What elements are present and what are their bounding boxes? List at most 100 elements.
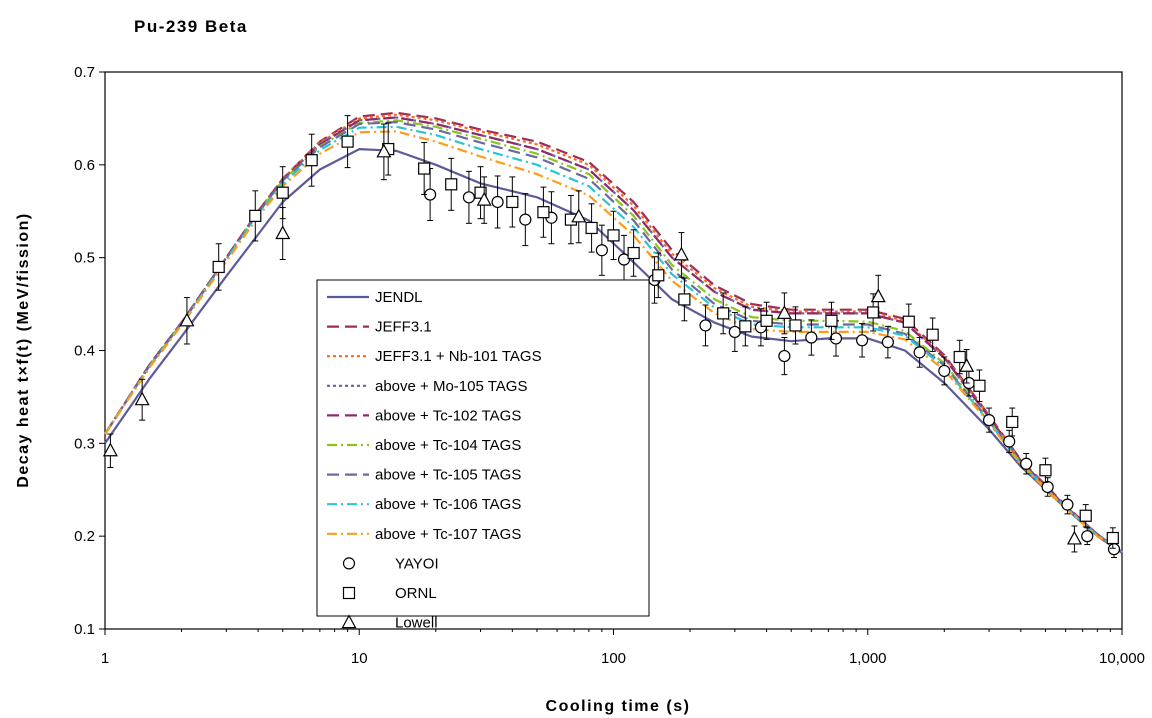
data-point-ornl (717, 307, 730, 320)
data-point-lowell (571, 208, 587, 223)
data-point-yayoi (699, 319, 712, 332)
data-point-ornl (789, 319, 802, 332)
y-tick-label: 0.6 (74, 157, 95, 174)
data-point-yayoi (595, 244, 608, 257)
data-point-ornl (341, 135, 354, 148)
data-point-ornl (973, 379, 986, 392)
data-point-yayoi (778, 349, 791, 363)
data-point-lowell (179, 312, 195, 327)
series-line-8 (104, 130, 1123, 553)
data-point-ornl (825, 314, 838, 327)
legend-marker-9 (342, 557, 356, 570)
data-point-lowell (102, 442, 118, 457)
series-line-5 (104, 119, 1123, 553)
x-tick-label: 1 (101, 650, 109, 667)
data-point-ornl (678, 293, 691, 306)
data-point-lowell (275, 225, 291, 240)
data-point-yayoi (805, 331, 818, 344)
data-point-lowell (776, 305, 792, 319)
data-point-lowell (870, 288, 886, 303)
legend-label-9: YAYOI (395, 555, 439, 572)
data-point-ornl (212, 260, 225, 274)
data-point-yayoi (728, 325, 741, 339)
legend-label-5: above + Tc-104 TAGS (375, 437, 521, 454)
data-point-yayoi (1020, 457, 1033, 470)
data-point-yayoi (519, 213, 532, 226)
data-point-yayoi (855, 334, 869, 347)
data-point-yayoi (1081, 530, 1094, 543)
legend-label-10: ORNL (395, 585, 437, 602)
data-point-ornl (445, 178, 458, 191)
y-tick-label: 0.4 (74, 343, 95, 360)
data-point-yayoi (938, 364, 951, 378)
data-point-yayoi (913, 346, 926, 359)
data-point-yayoi (1041, 480, 1054, 494)
data-point-ornl (506, 195, 519, 209)
legend: JENDL JEFF3.1 JEFF3.1 + Nb-101 TAGS above +… (316, 279, 650, 632)
y-axis-title: Decay heat t×f(t) (MeV/fission) (15, 212, 32, 487)
x-tick-label: 10,000 (1099, 650, 1145, 667)
data-point-lowell (134, 391, 150, 406)
data-point-ornl (1006, 415, 1019, 429)
data-point-lowell (1066, 530, 1082, 545)
data-point-ornl (607, 229, 620, 242)
x-tick-label: 1,000 (849, 650, 887, 667)
legend-label-0: JENDL (375, 289, 423, 306)
data-point-yayoi (829, 332, 843, 345)
data-point-yayoi (462, 191, 476, 204)
legend-marker-11 (341, 614, 357, 629)
data-point-yayoi (881, 336, 894, 349)
data-point-ornl (652, 269, 665, 282)
data-point-lowell (959, 358, 975, 372)
data-point-ornl (627, 246, 640, 260)
data-point-ornl (1039, 464, 1052, 477)
data-point-ornl (474, 186, 487, 199)
data-point-yayoi (491, 195, 504, 209)
chart-title: Pu-239 Beta (134, 17, 248, 36)
series-points (102, 115, 1121, 559)
data-point-yayoi (1107, 543, 1121, 556)
series-line-1 (104, 111, 1123, 553)
data-point-ornl (537, 206, 550, 219)
legend-label-3: above + Mo-105 TAGS (375, 378, 527, 395)
data-point-ornl (1079, 509, 1092, 522)
data-point-lowell (376, 143, 392, 158)
legend-label-2: JEFF3.1 + Nb-101 TAGS (375, 348, 542, 365)
data-point-yayoi (1003, 435, 1016, 448)
data-point-ornl (953, 350, 966, 364)
data-point-lowell (476, 191, 492, 206)
legend-label-4: above + Tc-102 TAGS (375, 407, 521, 424)
series-lines (104, 111, 1123, 554)
data-point-ornl (418, 162, 431, 175)
data-point-ornl (585, 221, 598, 235)
legend-label-7: above + Tc-106 TAGS (375, 496, 521, 513)
y-tick-label: 0.2 (74, 528, 95, 545)
data-point-lowell (673, 246, 689, 261)
data-point-ornl (1106, 531, 1119, 545)
y-tick-label: 0.7 (74, 64, 95, 81)
y-tick-label: 0.5 (74, 250, 95, 267)
legend-label-11: Lowell (395, 615, 438, 632)
data-point-yayoi (982, 414, 996, 427)
series-line-6 (104, 121, 1123, 553)
data-point-ornl (739, 320, 752, 333)
y-tick-label: 0.1 (74, 621, 95, 638)
legend-label-6: above + Tc-105 TAGS (375, 467, 521, 484)
data-point-ornl (902, 315, 915, 328)
data-point-ornl (867, 306, 880, 319)
data-point-yayoi (1061, 498, 1074, 511)
data-point-ornl (926, 328, 939, 341)
x-tick-label: 100 (601, 650, 626, 667)
y-tick-label: 0.3 (74, 435, 95, 452)
data-point-ornl (249, 209, 262, 222)
axis-ticks: 0.1 0.2 0.3 0.4 0.5 0.6 0.7 1 10 100 1,000 10,000 (74, 64, 1145, 667)
data-point-ornl (276, 186, 289, 199)
x-axis-title: Cooling time (s) (546, 698, 691, 715)
legend-label-8: above + Tc-107 TAGS (375, 526, 521, 543)
legend-box (316, 279, 650, 617)
data-point-yayoi (617, 253, 631, 266)
legend-marker-10 (342, 586, 356, 600)
data-point-ornl (305, 154, 318, 167)
series-line-4 (104, 116, 1123, 553)
